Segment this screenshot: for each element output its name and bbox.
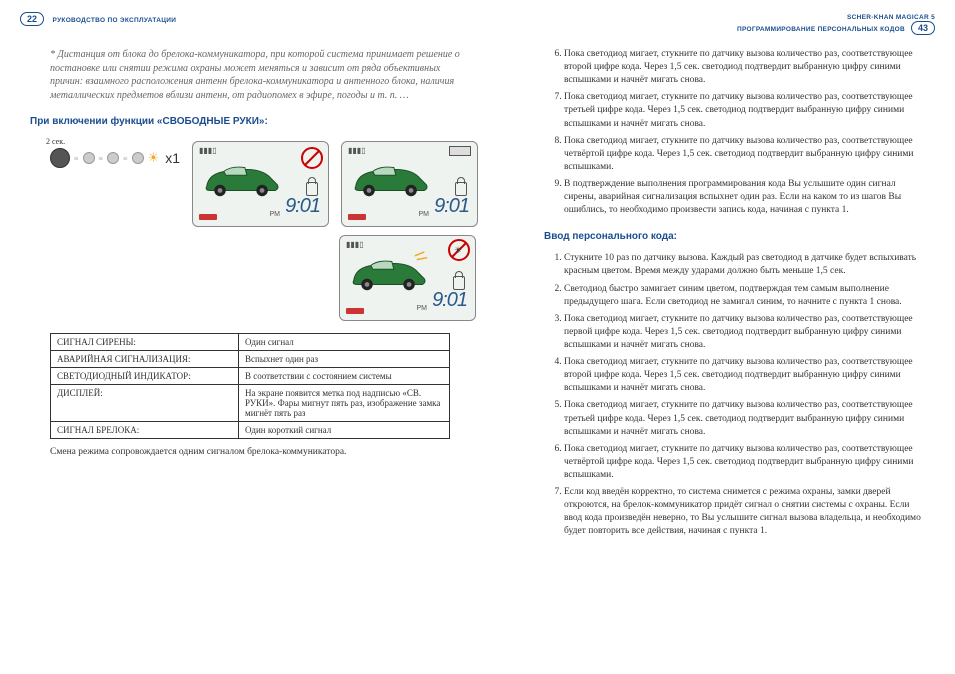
post-table-note: Смена режима сопровождается одним сигнал…	[50, 447, 484, 457]
table-row: ДИСПЛЕЙ:На экране появится метка под над…	[51, 385, 450, 422]
svg-text:☀: ☀	[454, 245, 462, 255]
list-item: Пока светодиод мигает, стукните по датчи…	[564, 48, 925, 87]
steps-enter-code: Стукните 10 раз по датчику вызова. Кажды…	[544, 252, 925, 538]
table-row: СВЕТОДИОДНЫЙ ИНДИКАТОР:В соответствии с …	[51, 368, 450, 385]
page-number-left: 22 РУКОВОДСТВО ПО ЭКСПЛУАТАЦИИ	[20, 12, 176, 26]
button-sequence: 2 сек. ≡ ≡ ≡ ☀ x1	[50, 137, 180, 168]
remote-screen-after-bottom: ▮▮▮▯ PM 9:01	[339, 235, 476, 321]
car-icon	[199, 156, 285, 202]
list-item: Светодиод быстро замигает синим цветом, …	[564, 283, 925, 309]
list-item: Пока светодиод мигает, стукните по датчи…	[564, 443, 925, 482]
table-row: АВАРИЙНАЯ СИГНАЛИЗАЦИЯ:Вспыхнет один раз	[51, 351, 450, 368]
list-item: Стукните 10 раз по датчику вызова. Кажды…	[564, 252, 925, 278]
flash-icon: ☀	[148, 150, 160, 166]
list-item: В подтверждение выполнения программирова…	[564, 178, 925, 217]
table-row: СИГНАЛ БРЕЛОКА:Один короткий сигнал	[51, 422, 450, 439]
list-item: Пока светодиод мигает, стукните по датчи…	[564, 399, 925, 438]
forbid-icon	[300, 146, 324, 170]
list-item: Пока светодиод мигает, стукните по датчи…	[564, 91, 925, 130]
section-title-hands-free: При включении функции «СВОБОДНЫЕ РУКИ»:	[30, 116, 484, 127]
list-item: Пока светодиод мигает, стукните по датчи…	[564, 135, 925, 174]
table-row: СИГНАЛ СИРЕНЫ:Один сигнал	[51, 334, 450, 351]
signals-table: СИГНАЛ СИРЕНЫ:Один сигнал АВАРИЙНАЯ СИГН…	[50, 333, 450, 439]
remote-screen-before: ▮▮▮▯ PM 9:01	[192, 141, 329, 227]
lock-icon	[306, 182, 318, 196]
steps-continuation: Пока светодиод мигает, стукните по датчи…	[544, 48, 925, 217]
list-item: Пока светодиод мигает, стукните по датчи…	[564, 313, 925, 352]
remote-screen-after-top: ▮▮▮▯ PM 9:01	[341, 141, 478, 227]
section-title-enter-code: Ввод персонального кода:	[544, 231, 925, 242]
footnote: * Дистанция от блока до брелока-коммуник…	[50, 48, 474, 102]
button-1-icon	[50, 148, 70, 168]
list-item: Если код введён корректно, то система сн…	[564, 486, 925, 538]
list-item: Пока светодиод мигает, стукните по датчи…	[564, 356, 925, 395]
page-number-right: SCHER-KHAN MAGICAR 5 ПРОГРАММИРОВАНИЕ ПЕ…	[737, 12, 935, 35]
